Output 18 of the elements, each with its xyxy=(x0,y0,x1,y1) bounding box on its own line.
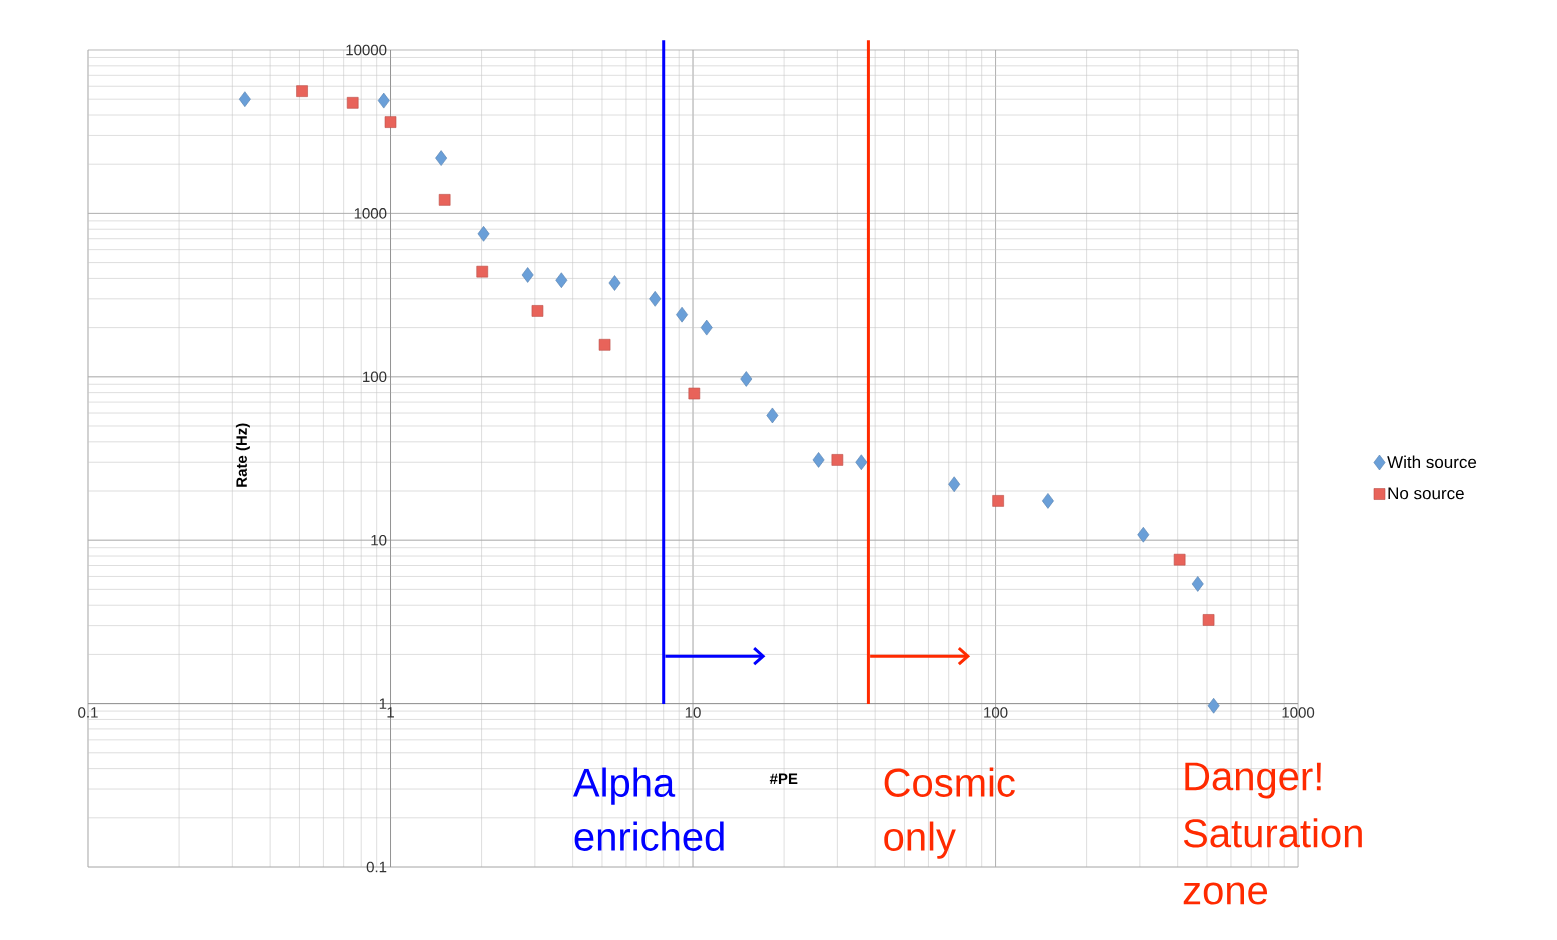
ref-line-label: Cosmic only xyxy=(884,767,1015,859)
y-axis-title: Rate (Hz) xyxy=(235,423,250,487)
annotation: Danger! Saturation zone xyxy=(1183,762,1362,905)
y-tick-label: 10000 xyxy=(346,44,387,56)
y-tick-label: 1000 xyxy=(354,208,387,219)
y-tick-label: 100 xyxy=(363,371,387,383)
x-tick-label: 0.1 xyxy=(78,707,98,718)
x-tick-label: 100 xyxy=(984,707,1008,718)
legend-label: With source xyxy=(1387,455,1477,469)
legend-label: No source xyxy=(1388,487,1464,500)
y-tick-label: 0.1 xyxy=(366,861,387,873)
y-tick-label: 1 xyxy=(379,698,387,709)
ref-line-label: Alpha enriched xyxy=(572,767,724,851)
x-tick-label: 1000 xyxy=(1282,707,1315,718)
x-tick-label: 10 xyxy=(685,707,701,718)
x-tick-label: 1 xyxy=(387,707,394,718)
x-axis-title: #PE xyxy=(769,773,798,784)
y-tick-label: 10 xyxy=(371,534,387,546)
